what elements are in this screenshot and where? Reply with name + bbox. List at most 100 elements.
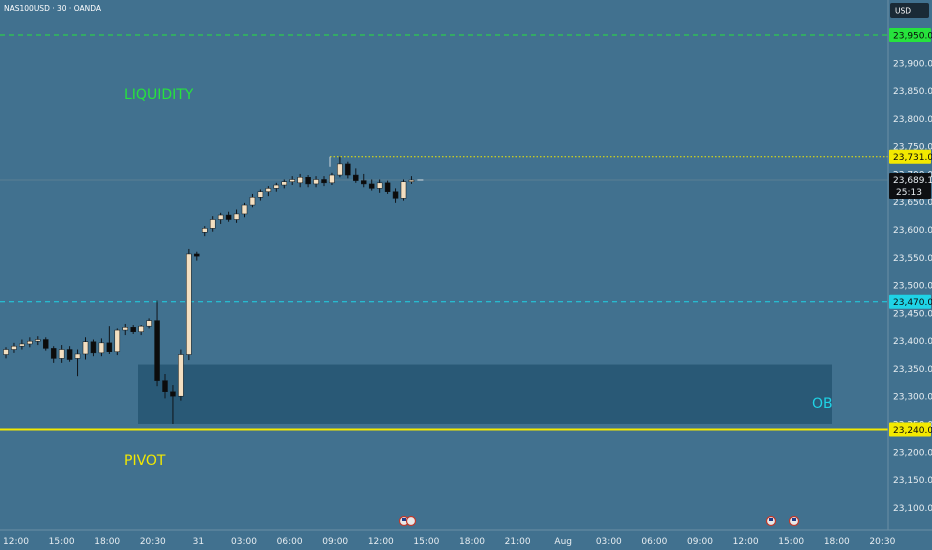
candle-body bbox=[154, 320, 160, 381]
candle bbox=[408, 176, 415, 184]
candle bbox=[74, 349, 81, 377]
candle-body bbox=[50, 348, 57, 359]
price-tick-label: 23,300.0 bbox=[893, 393, 932, 403]
candle-body bbox=[35, 339, 41, 342]
price-tick-label: 23,150.0 bbox=[893, 476, 932, 486]
candle-body bbox=[170, 391, 176, 397]
candle bbox=[11, 342, 17, 353]
event-markers bbox=[398, 515, 800, 527]
candle bbox=[265, 186, 272, 197]
candle bbox=[122, 323, 128, 336]
time-tick-label: 21:00 bbox=[505, 537, 531, 547]
time-tick-label: 12:00 bbox=[3, 537, 29, 547]
candle bbox=[138, 325, 144, 336]
candle-body bbox=[202, 228, 208, 233]
candle bbox=[225, 211, 232, 222]
candle-body bbox=[241, 204, 248, 215]
candle bbox=[146, 318, 152, 329]
candle bbox=[368, 179, 375, 191]
level-price-tag bbox=[889, 422, 931, 437]
order-block-zone[interactable] bbox=[138, 364, 832, 424]
candle bbox=[384, 180, 391, 194]
time-tick-label: 15:00 bbox=[49, 537, 75, 547]
candle-body bbox=[273, 184, 280, 189]
price-tick-label: 23,750.0 bbox=[893, 143, 932, 153]
candle-body bbox=[19, 343, 25, 347]
time-tick-label: 12:00 bbox=[733, 537, 759, 547]
candle bbox=[82, 337, 89, 360]
price-tick-label: 23,400.0 bbox=[893, 337, 932, 347]
time-tick-label: Aug bbox=[554, 537, 572, 547]
candle-body bbox=[186, 253, 192, 355]
candle bbox=[178, 349, 184, 401]
level-price-label: 23,731.0 bbox=[893, 153, 932, 163]
level-price-tag bbox=[889, 28, 931, 43]
price-axis[interactable] bbox=[888, 0, 932, 530]
candle-body bbox=[368, 183, 375, 189]
candle bbox=[35, 336, 41, 346]
candle-body bbox=[361, 180, 367, 185]
candle-body bbox=[11, 345, 17, 350]
candle-body bbox=[217, 214, 224, 220]
candle-body bbox=[194, 253, 200, 257]
candle bbox=[400, 179, 407, 201]
currency-badge[interactable] bbox=[890, 3, 929, 18]
candle-body bbox=[43, 339, 49, 349]
candle bbox=[345, 161, 351, 179]
candle bbox=[281, 179, 287, 189]
candle bbox=[202, 226, 208, 237]
time-axis[interactable] bbox=[0, 530, 932, 550]
price-tick-label: 23,800.0 bbox=[893, 115, 932, 125]
candle-body bbox=[74, 353, 81, 359]
candle-body bbox=[233, 213, 240, 220]
candle bbox=[273, 182, 280, 192]
candle bbox=[233, 209, 240, 223]
candle bbox=[43, 337, 49, 351]
price-tick-label: 23,600.0 bbox=[893, 226, 932, 236]
time-tick-label: 18:00 bbox=[824, 537, 850, 547]
price-tick-label: 23,500.0 bbox=[893, 282, 932, 292]
candle-body bbox=[281, 181, 287, 186]
candle-body bbox=[225, 214, 232, 220]
candle bbox=[376, 179, 383, 193]
candle-body bbox=[90, 341, 97, 354]
level-price-tag bbox=[889, 149, 931, 164]
price-tick-label: 23,900.0 bbox=[893, 59, 932, 69]
candle-body bbox=[345, 163, 351, 176]
time-tick-label: 03:00 bbox=[596, 537, 622, 547]
price-tick-label: 23,100.0 bbox=[893, 504, 932, 514]
us-flag-icon[interactable] bbox=[765, 515, 777, 527]
symbol-title[interactable]: NAS100USD · 30 · OANDA bbox=[4, 4, 102, 13]
candle bbox=[98, 338, 105, 357]
candle-body bbox=[146, 320, 152, 327]
countdown-value: 25:13 bbox=[896, 188, 922, 198]
candle-body bbox=[249, 197, 256, 206]
candle bbox=[106, 326, 113, 354]
liquidity-label: LIQUIDITY bbox=[124, 87, 194, 103]
level-lines bbox=[0, 34, 888, 431]
candle bbox=[194, 251, 200, 261]
time-tick-label: 03:00 bbox=[231, 537, 257, 547]
candle bbox=[58, 345, 65, 363]
us-flag-icon[interactable] bbox=[788, 515, 800, 527]
candle-body bbox=[58, 349, 65, 359]
candle-body bbox=[178, 354, 184, 397]
candle-body bbox=[337, 163, 343, 176]
candle bbox=[3, 347, 9, 359]
candle-body bbox=[138, 325, 144, 332]
candle bbox=[392, 188, 399, 203]
candle bbox=[321, 176, 327, 187]
candle-body bbox=[66, 349, 73, 360]
candle-body bbox=[400, 181, 407, 199]
currency-label: USD bbox=[895, 7, 911, 16]
time-tick-label: 09:00 bbox=[687, 537, 713, 547]
price-tick-label: 23,200.0 bbox=[893, 448, 932, 458]
level-price-tag bbox=[889, 294, 931, 309]
us-flag-icon[interactable] bbox=[398, 515, 417, 527]
candle-body bbox=[305, 177, 311, 185]
candle bbox=[27, 337, 33, 348]
candle-body bbox=[329, 174, 335, 184]
